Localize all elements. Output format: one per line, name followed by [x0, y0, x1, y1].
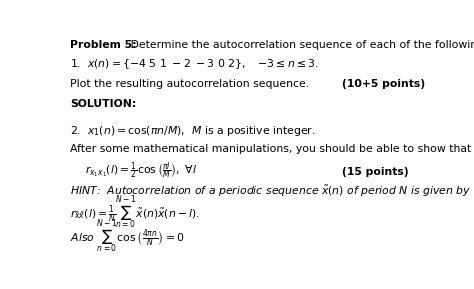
Text: (15 points): (15 points) — [342, 166, 409, 177]
Text: 2.  $x_1(n) = \cos(\pi n/M)$,  $M$ is a positive integer.: 2. $x_1(n) = \cos(\pi n/M)$, $M$ is a po… — [70, 124, 316, 138]
Text: Also $\sum_{n=0}^{N-1}\cos\left(\frac{4\pi n}{N}\right) = 0$: Also $\sum_{n=0}^{N-1}\cos\left(\frac{4\… — [70, 219, 185, 256]
Text: (10+5 points): (10+5 points) — [342, 79, 425, 89]
Text: Plot the resulting autocorrelation sequence.: Plot the resulting autocorrelation seque… — [70, 79, 310, 89]
Text: $r_{x_1 x_1}(l) = \frac{1}{2}\cos\left(\frac{\pi l}{M}\right),\ \forall l$: $r_{x_1 x_1}(l) = \frac{1}{2}\cos\left(\… — [85, 161, 197, 182]
Text: HINT:  Autocorrelation of a periodic sequence $\tilde{x}(n)$ of period $N$ is gi: HINT: Autocorrelation of a periodic sequ… — [70, 184, 472, 199]
Text: $r_{\tilde{x}\tilde{x}}(l) = \frac{1}{N}\sum_{n=0}^{N-1}\tilde{x}(n)\tilde{x}(n-: $r_{\tilde{x}\tilde{x}}(l) = \frac{1}{N}… — [70, 195, 200, 232]
Text: Problem 5:: Problem 5: — [70, 40, 137, 50]
Text: 1.  $x(n) = \{-4\ 5\ 1\ -2\ -3\ 0\ 2\},$   $-3 \leq n \leq 3.$: 1. $x(n) = \{-4\ 5\ 1\ -2\ -3\ 0\ 2\},$ … — [70, 57, 319, 71]
Text: After some mathematical manipulations, you should be able to show that -: After some mathematical manipulations, y… — [70, 144, 474, 154]
Text: Determine the autocorrelation sequence of each of the following sequences: Determine the autocorrelation sequence o… — [127, 40, 474, 50]
Text: SOLUTION:: SOLUTION: — [70, 99, 137, 109]
